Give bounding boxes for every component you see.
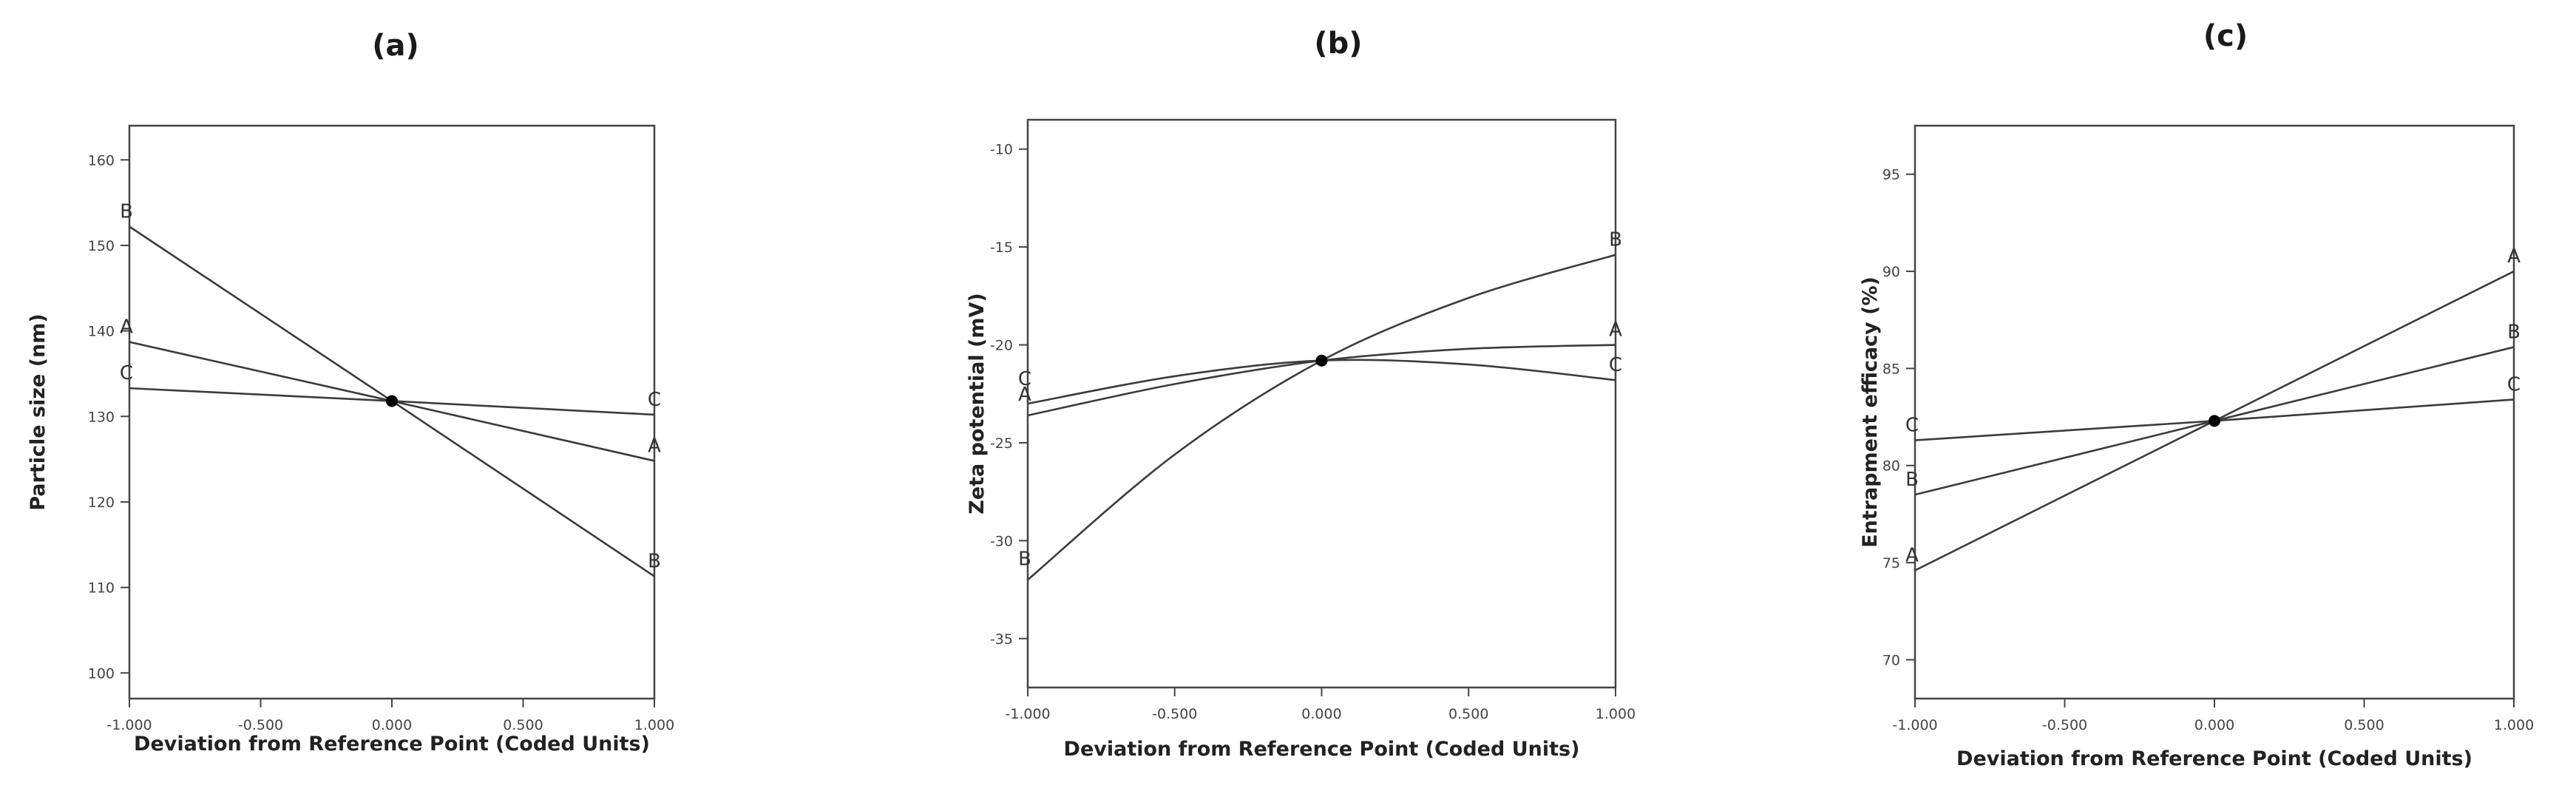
panel-b-y-tick-label: -10 bbox=[990, 142, 1013, 158]
panel-c-series-label-c: C bbox=[2507, 373, 2521, 396]
panel-c-y-tick-label: 85 bbox=[1882, 361, 1900, 377]
panel-b-y-tick-label: -30 bbox=[990, 533, 1013, 549]
panel-b-series-label-a: A bbox=[1018, 384, 1031, 406]
panel-c-x-tick-label: 0.500 bbox=[2344, 717, 2384, 733]
panel-a-x-tick-label: 0.000 bbox=[372, 717, 412, 733]
panel-b-x-tick-label: 0.500 bbox=[1448, 706, 1488, 722]
panel-b-plot-frame bbox=[1026, 118, 1617, 689]
panel-b-x-axis-title: Deviation from Reference Point (Coded Un… bbox=[1064, 738, 1580, 761]
panel-a: (a) -1.000 -0.500 0.000 0.500 1.000 100 110 120 1… bbox=[27, 29, 674, 756]
panel-c-series-label-c: C bbox=[1905, 415, 1919, 437]
panel-b-series-label-c: C bbox=[1018, 368, 1031, 390]
panel-c-x-tick-label: 0.000 bbox=[2194, 717, 2234, 733]
panel-a-series-label-a: A bbox=[120, 316, 133, 339]
panel-c-plot-frame bbox=[1914, 124, 2515, 700]
panel-b-y-tick-label: -25 bbox=[990, 435, 1013, 452]
panel-c-series-label-a: A bbox=[2507, 245, 2521, 268]
panel-a-reference-point bbox=[386, 395, 398, 407]
panel-a-series-label-c: C bbox=[120, 362, 133, 384]
panel-b-x-tick-label: -1.000 bbox=[1005, 706, 1050, 722]
panel-a-series-label-b: B bbox=[648, 551, 661, 573]
panel-a-y-tick-label: 160 bbox=[88, 152, 115, 169]
panel-c-y-tick-label: 95 bbox=[1882, 167, 1900, 183]
panel-c-series-label-b: B bbox=[1905, 469, 1919, 491]
panel-b-series-label-b: B bbox=[1609, 229, 1622, 251]
panel-a-label: (a) bbox=[372, 29, 419, 63]
panel-b-y-axis-title: Zeta potential (mV) bbox=[966, 293, 989, 514]
panel-c-reference-point bbox=[2209, 415, 2220, 427]
panel-a-y-tick-label: 100 bbox=[88, 665, 115, 682]
panel-b-label: (b) bbox=[1314, 27, 1362, 61]
panel-a-y-tick-label: 130 bbox=[88, 409, 115, 425]
panel-c: (c) -1.000 -0.500 0.000 0.500 1.000 70 75 80 85 90… bbox=[1859, 19, 2534, 770]
panel-c-y-tick-label: 90 bbox=[1882, 264, 1900, 280]
panel-b-series-label-a: A bbox=[1609, 319, 1622, 342]
panel-b-reference-point bbox=[1315, 354, 1328, 367]
panel-c-y-tick-label: 75 bbox=[1882, 555, 1900, 571]
panel-c-y-tick-label: 80 bbox=[1882, 458, 1900, 475]
panel-c-label: (c) bbox=[2203, 19, 2248, 53]
panel-b-series-b-line bbox=[1027, 254, 1616, 581]
panel-a-x-tick-label: 0.500 bbox=[503, 717, 543, 733]
panel-c-series-label-a: A bbox=[1905, 545, 1919, 567]
panel-c-x-tick-label: -0.500 bbox=[2042, 717, 2087, 733]
panel-c-y-axis-title: Entrapment efficacy (%) bbox=[1859, 276, 1882, 548]
panel-c-x-tick-label: 1.000 bbox=[2494, 717, 2534, 733]
panel-c-series-label-b: B bbox=[2507, 321, 2521, 343]
panel-b-y-tick-label: -20 bbox=[990, 338, 1013, 354]
panel-a-series-label-b: B bbox=[120, 200, 133, 223]
panel-c-y-tick-label: 70 bbox=[1882, 652, 1900, 668]
panel-a-y-tick-label: 140 bbox=[88, 324, 115, 340]
panel-b-x-tick-label: 1.000 bbox=[1596, 706, 1636, 722]
panel-a-y-tick-label: 110 bbox=[88, 580, 115, 597]
panel-c-x-tick-label: -1.000 bbox=[1892, 717, 1937, 733]
panel-a-y-tick-label: 150 bbox=[88, 238, 115, 254]
panel-b-series-label-c: C bbox=[1609, 354, 1622, 376]
panel-a-series-label-c: C bbox=[648, 389, 661, 411]
panel-b-series-label-b: B bbox=[1018, 548, 1031, 570]
panel-a-x-tick-label: -0.500 bbox=[238, 717, 283, 733]
panel-a-y-axis-title: Particle size (nm) bbox=[27, 313, 50, 511]
panel-a-x-tick-label: -1.000 bbox=[106, 717, 152, 733]
panel-a-plot-frame bbox=[128, 124, 656, 700]
panel-b-y-tick-label: -15 bbox=[990, 240, 1013, 256]
panel-b: (b) -1.000 -0.500 0.000 0.500 1.000 -35 -30 -25 -… bbox=[966, 27, 1636, 761]
panel-b-y-tick-label: -35 bbox=[990, 631, 1013, 648]
panel-c-x-axis-title: Deviation from Reference Point (Coded Un… bbox=[1956, 747, 2472, 770]
panel-a-x-tick-label: 1.000 bbox=[634, 717, 674, 733]
panel-a-series-label-a: A bbox=[648, 435, 661, 457]
panel-b-x-tick-label: -0.500 bbox=[1152, 706, 1197, 722]
panel-b-x-tick-label: 0.000 bbox=[1301, 706, 1341, 722]
panel-a-y-tick-label: 120 bbox=[88, 495, 115, 511]
panel-a-x-axis-title: Deviation from Reference Point (Coded Un… bbox=[134, 733, 650, 756]
